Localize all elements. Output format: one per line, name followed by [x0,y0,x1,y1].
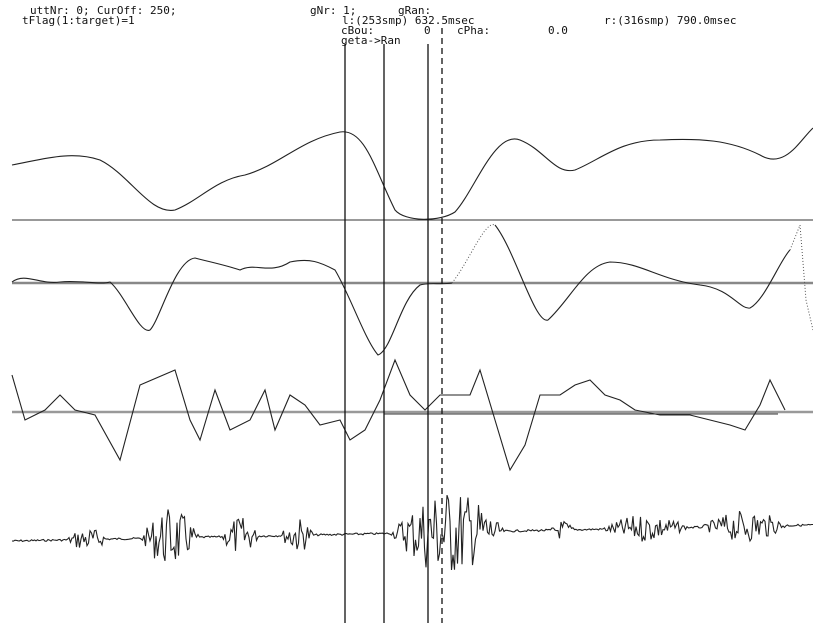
c-bou-value: 0 [424,24,431,37]
contour-3 [11,358,786,472]
contour-2b [494,224,791,321]
g-ran: gRan: [398,4,431,17]
geta-ran: geta->Ran [341,34,401,47]
c-bou-label: cBou: [341,24,374,37]
cur-off: CurOff: 250; [97,4,176,17]
contour-2 [11,257,453,356]
right-cursor: r:(316smp) 790.0msec [604,14,736,27]
g-nr: gNr: 1; [310,4,356,17]
contour-2-tail [789,224,813,331]
contour-1 [11,127,813,220]
utt-nr: uttNr: 0; [30,4,90,17]
speech-waveform [11,494,813,571]
c-pha-value: 0.0 [548,24,568,37]
c-pha-label: cPha: [457,24,490,37]
contour-2-dotted [451,224,496,284]
t-flag: tFlag(1:target)=1 [22,14,135,27]
left-cursor: l:(253smp) 632.5msec [342,14,474,27]
